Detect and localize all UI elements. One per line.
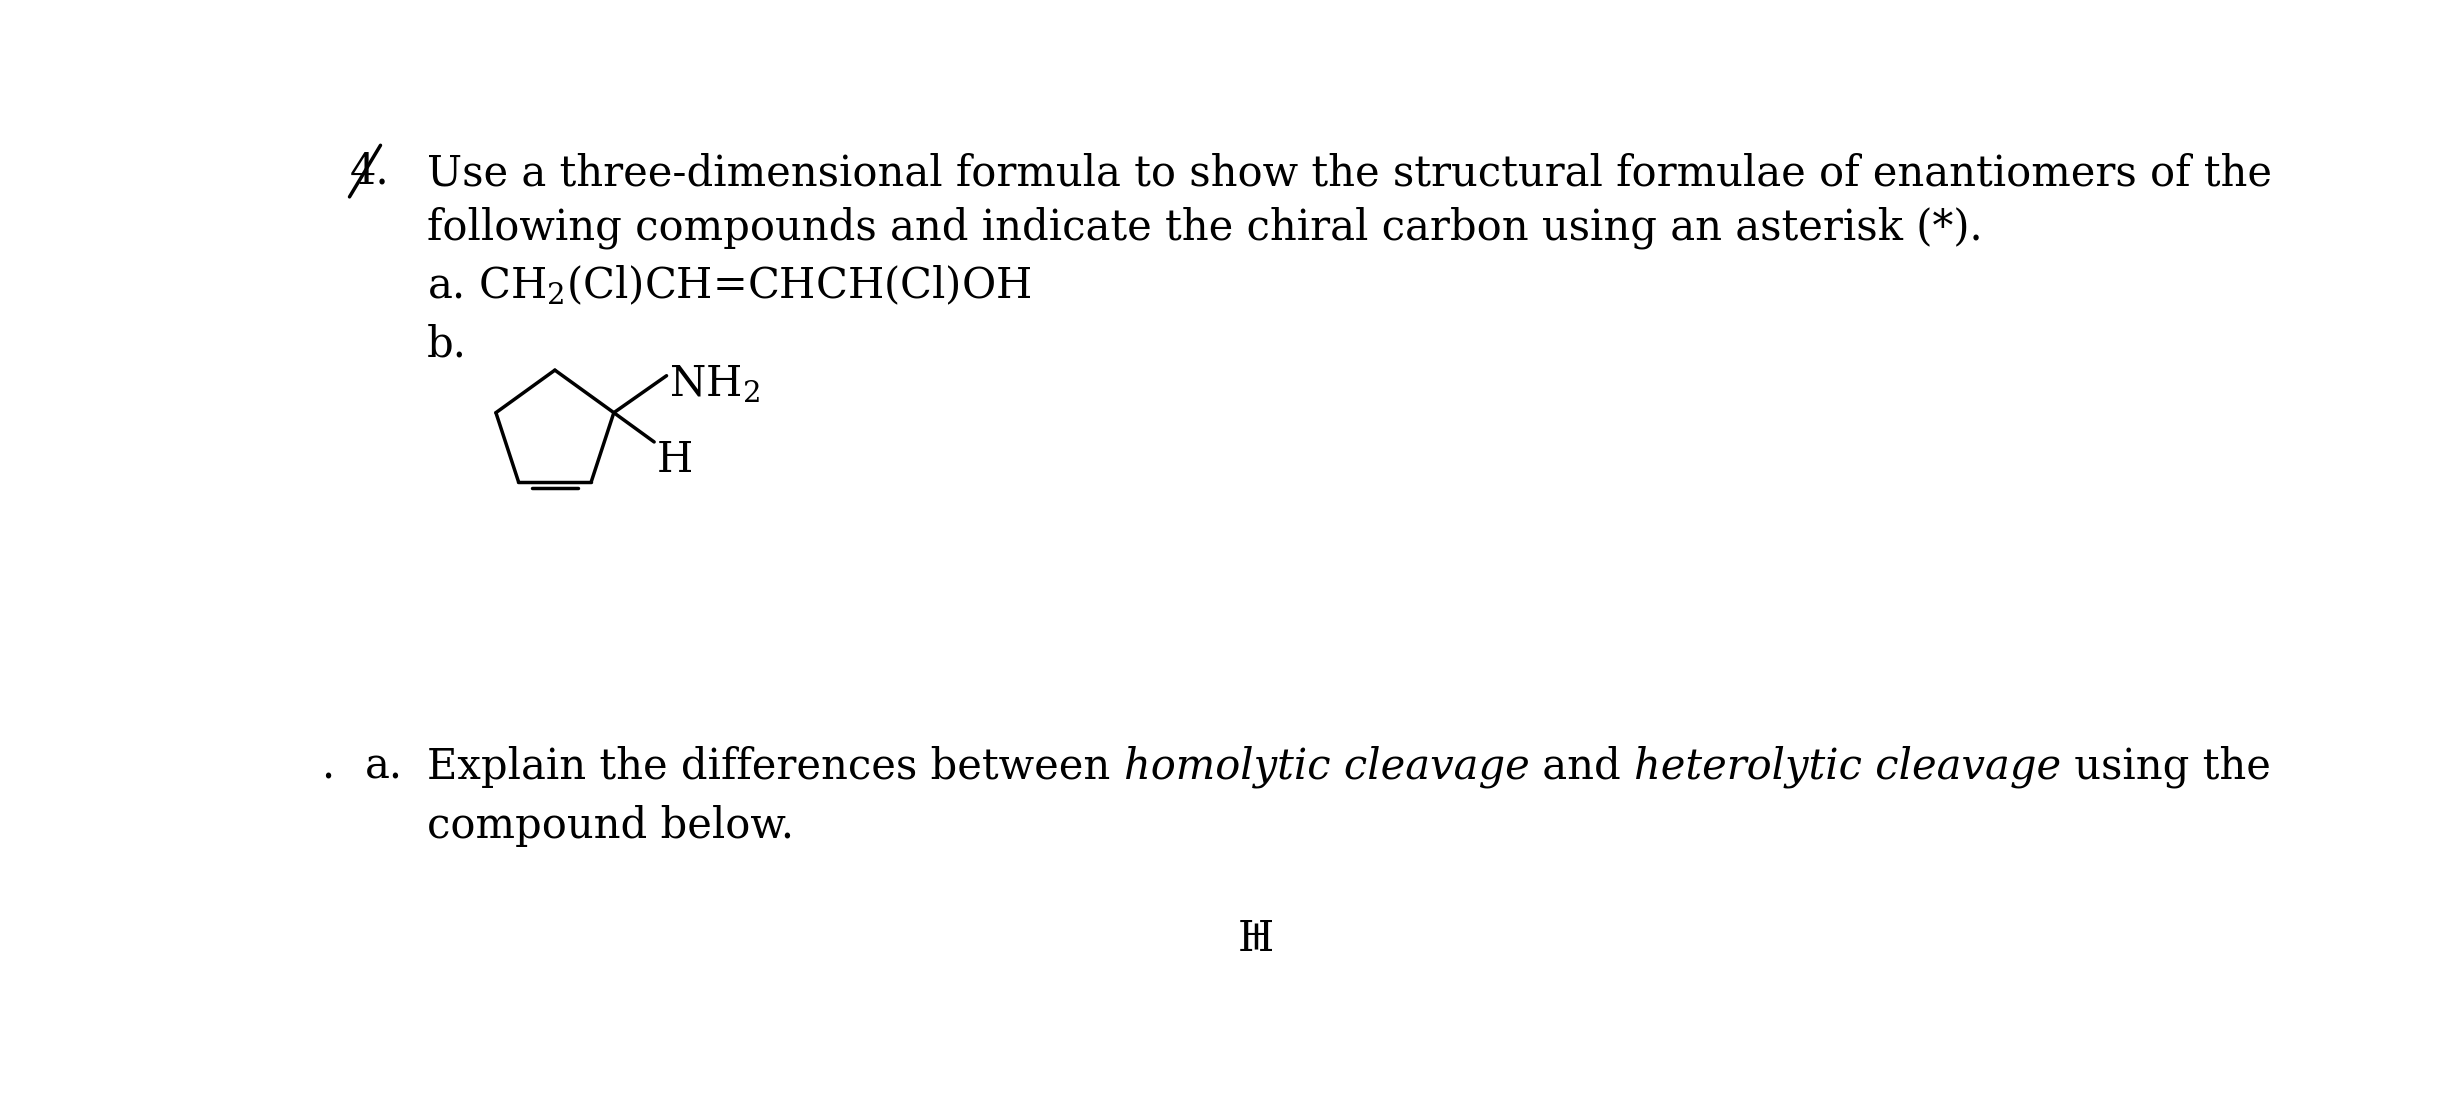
Text: Use a three-dimensional formula to show the structural formulae of enantiomers o: Use a three-dimensional formula to show … xyxy=(427,153,2271,195)
Text: a.: a. xyxy=(366,746,403,788)
Text: Explain the differences between: Explain the differences between xyxy=(427,746,1124,788)
Text: homolytic cleavage: homolytic cleavage xyxy=(1124,746,1529,789)
Text: and: and xyxy=(1529,746,1635,788)
Text: 4.: 4. xyxy=(349,151,390,193)
Text: following compounds and indicate the chiral carbon using an asterisk (*).: following compounds and indicate the chi… xyxy=(427,207,1984,249)
Text: a. $\mathregular{CH_2}$(Cl)CH=CHCH(Cl)OH: a. $\mathregular{CH_2}$(Cl)CH=CHCH(Cl)OH xyxy=(427,264,1031,307)
Text: b.: b. xyxy=(427,324,466,366)
Text: using the: using the xyxy=(2062,746,2271,789)
Text: .: . xyxy=(322,746,334,788)
Text: compound below.: compound below. xyxy=(427,806,793,848)
Text: $\mathregular{NH_2}$: $\mathregular{NH_2}$ xyxy=(668,363,759,406)
Text: H: H xyxy=(1237,919,1274,961)
Text: H: H xyxy=(658,439,692,481)
Text: heterolytic cleavage: heterolytic cleavage xyxy=(1635,746,2062,789)
